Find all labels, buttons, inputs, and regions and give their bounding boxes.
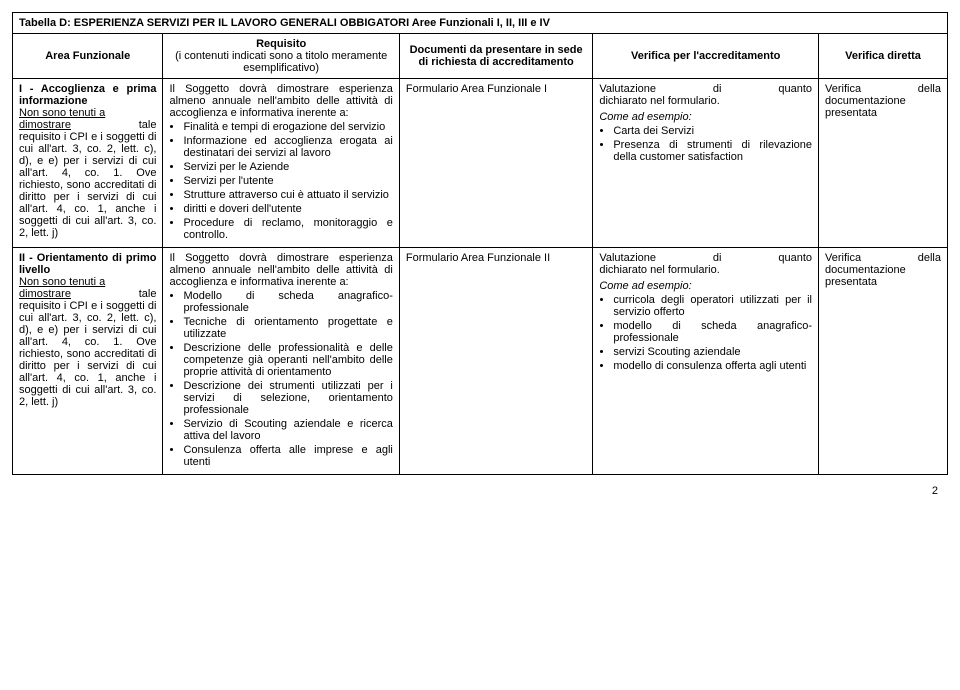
list-item: modello di consulenza offerta agli utent… — [613, 360, 812, 372]
req1-list: Finalità e tempi di erogazione del servi… — [183, 121, 392, 241]
area2-title: II - Orientamento di primo livello — [19, 252, 156, 276]
req2-intro: Il Soggetto dovrà dimostrare esperienza … — [169, 252, 392, 288]
area1-body1b: dimostrare — [19, 119, 71, 131]
list-item: Descrizione dei strumenti utilizzati per… — [183, 380, 392, 416]
list-item: Consulenza offerta alle imprese e agli u… — [183, 444, 392, 468]
area2-body1a: Non sono tenuti a — [19, 276, 105, 288]
header-verifica-acc: Verifica per l'accreditamento — [593, 34, 819, 79]
list-item: modello di scheda anagrafico-professiona… — [613, 320, 812, 344]
table-row: II - Orientamento di primo livello Non s… — [13, 248, 948, 475]
cell-vd-2: Verifica della documentazione presentata — [819, 248, 948, 475]
vd1-a: Verifica — [825, 83, 861, 95]
main-table: Tabella D: ESPERIENZA SERVIZI PER IL LAV… — [12, 12, 948, 475]
list-item: curricola degli operatori utilizzati per… — [613, 294, 812, 318]
area1-body2: requisito i CPI e i soggetti di cui all'… — [19, 131, 156, 239]
cell-vd-1: Verifica della documentazione presentata — [819, 79, 948, 248]
vd1-line2: documentazione presentata — [825, 95, 941, 119]
area2-body2: requisito i CPI e i soggetti di cui all'… — [19, 300, 156, 408]
list-item: Strutture attraverso cui è attuato il se… — [183, 189, 392, 201]
verif2-line2: dichiarato nel formulario. — [599, 264, 812, 276]
list-item: servizi Scouting aziendale — [613, 346, 812, 358]
page-number: 2 — [12, 485, 948, 497]
cell-verif-2: Valutazione di quanto dichiarato nel for… — [593, 248, 819, 475]
cell-docs-2: Formulario Area Funzionale II — [399, 248, 592, 475]
vd1-b: della — [918, 83, 941, 95]
verif1-list: Carta dei Servizi Presenza di strumenti … — [613, 125, 812, 163]
req1-intro: Il Soggetto dovrà dimostrare esperienza … — [169, 83, 392, 119]
verif2-list: curricola degli operatori utilizzati per… — [613, 294, 812, 372]
verif2-c: quanto — [778, 252, 812, 264]
area2-body1c: tale — [139, 288, 157, 300]
list-item: Informazione ed accoglienza erogata ai d… — [183, 135, 392, 159]
vd2-line2: documentazione presentata — [825, 264, 941, 288]
verif2-a: Valutazione — [599, 252, 656, 264]
list-item: Presenza di strumenti di rilevazione del… — [613, 139, 812, 163]
list-item: Servizio di Scouting aziendale e ricerca… — [183, 418, 392, 442]
cell-area-2: II - Orientamento di primo livello Non s… — [13, 248, 163, 475]
list-item: Modello di scheda anagrafico-professiona… — [183, 290, 392, 314]
cell-req-1: Il Soggetto dovrà dimostrare esperienza … — [163, 79, 399, 248]
verif1-a: Valutazione — [599, 83, 656, 95]
header-area: Area Funzionale — [13, 34, 163, 79]
cell-area-1: I - Accoglienza e prima informazione Non… — [13, 79, 163, 248]
list-item: Carta dei Servizi — [613, 125, 812, 137]
header-row: Area Funzionale Requisito (i contenuti i… — [13, 34, 948, 79]
header-requisito-title: Requisito — [169, 38, 392, 50]
vd2-a: Verifica — [825, 252, 861, 264]
header-requisito-sub: (i contenuti indicati sono a titolo mera… — [169, 50, 392, 74]
verif1-c: quanto — [778, 83, 812, 95]
cell-docs-1: Formulario Area Funzionale I — [399, 79, 592, 248]
verif2-b: di — [713, 252, 722, 264]
table-title-row: Tabella D: ESPERIENZA SERVIZI PER IL LAV… — [13, 13, 948, 34]
list-item: Descrizione delle professionalità e dell… — [183, 342, 392, 378]
area1-title: I - Accoglienza e prima informazione — [19, 83, 156, 107]
list-item: Servizi per l'utente — [183, 175, 392, 187]
header-verifica-dir: Verifica diretta — [819, 34, 948, 79]
list-item: Finalità e tempi di erogazione del servi… — [183, 121, 392, 133]
header-docs: Documenti da presentare in sede di richi… — [399, 34, 592, 79]
header-requisito: Requisito (i contenuti indicati sono a t… — [163, 34, 399, 79]
list-item: Tecniche di orientamento progettate e ut… — [183, 316, 392, 340]
list-item: Servizi per le Aziende — [183, 161, 392, 173]
list-item: Procedure di reclamo, monitoraggio e con… — [183, 217, 392, 241]
area1-body1c: tale — [139, 119, 157, 131]
area1-body1a: Non sono tenuti a — [19, 107, 105, 119]
table-title: Tabella D: ESPERIENZA SERVIZI PER IL LAV… — [13, 13, 948, 34]
verif1-line2: dichiarato nel formulario. — [599, 95, 812, 107]
vd2-b: della — [918, 252, 941, 264]
req2-list: Modello di scheda anagrafico-professiona… — [183, 290, 392, 468]
verif1-ex: Come ad esempio: — [599, 111, 812, 123]
area2-body1b: dimostrare — [19, 288, 71, 300]
cell-verif-1: Valutazione di quanto dichiarato nel for… — [593, 79, 819, 248]
verif2-ex: Come ad esempio: — [599, 280, 812, 292]
verif1-b: di — [713, 83, 722, 95]
cell-req-2: Il Soggetto dovrà dimostrare esperienza … — [163, 248, 399, 475]
list-item: diritti e doveri dell'utente — [183, 203, 392, 215]
table-row: I - Accoglienza e prima informazione Non… — [13, 79, 948, 248]
